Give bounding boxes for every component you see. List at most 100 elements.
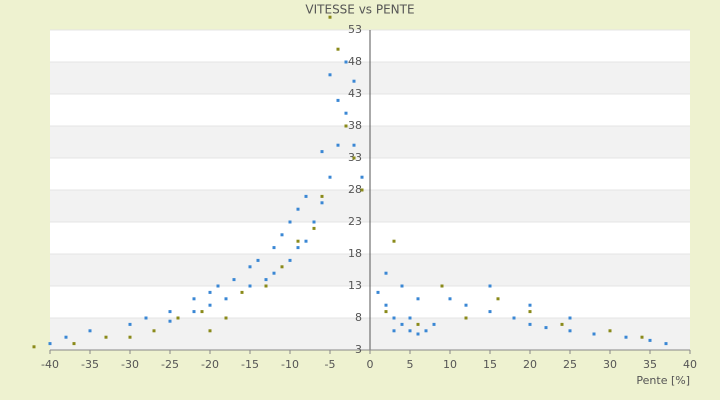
scatter-point: [384, 271, 388, 275]
scatter-point: [352, 143, 356, 147]
scatter-point: [312, 226, 316, 230]
scatter-point: [568, 329, 572, 333]
scatter-point: [488, 284, 492, 288]
scatter-point: [416, 322, 420, 326]
x-tick-label: 20: [523, 358, 537, 371]
scatter-point: [264, 278, 268, 282]
scatter-point: [392, 329, 396, 333]
scatter-point: [528, 310, 532, 314]
scatter-point: [352, 156, 356, 160]
x-axis-label: Pente [%]: [636, 374, 690, 387]
x-tick-label: 40: [683, 358, 697, 371]
scatter-point: [648, 338, 652, 342]
scatter-point: [296, 246, 300, 250]
scatter-point: [288, 258, 292, 262]
x-tick-label: -20: [201, 358, 219, 371]
x-tick-label: -10: [281, 358, 299, 371]
scatter-point: [48, 342, 52, 346]
scatter-point: [344, 60, 348, 64]
scatter-point: [640, 335, 644, 339]
scatter-point: [568, 316, 572, 320]
scatter-point: [424, 329, 428, 333]
scatter-point: [496, 297, 500, 301]
y-tick-label: 38: [348, 119, 362, 132]
scatter-point: [544, 326, 548, 330]
scatter-point: [376, 290, 380, 294]
scatter-point: [176, 316, 180, 320]
scatter-point: [344, 111, 348, 115]
scatter-point: [624, 335, 628, 339]
scatter-point: [488, 310, 492, 314]
scatter-point: [528, 322, 532, 326]
x-tick-label: 35: [643, 358, 657, 371]
scatter-point: [280, 265, 284, 269]
scatter-point: [512, 316, 516, 320]
scatter-point: [320, 194, 324, 198]
scatter-point: [320, 201, 324, 205]
scatter-point: [592, 332, 596, 336]
scatter-point: [312, 220, 316, 224]
scatter-point: [272, 246, 276, 250]
chart-title: VITESSE vs PENTE: [305, 3, 414, 17]
x-tick-label: 0: [367, 358, 374, 371]
scatter-point: [320, 150, 324, 154]
scatter-point: [400, 284, 404, 288]
x-tick-label: -40: [41, 358, 59, 371]
scatter-point: [200, 310, 204, 314]
scatter-point: [208, 290, 212, 294]
y-tick-label: 8: [355, 311, 362, 324]
scatter-point: [192, 310, 196, 314]
x-tick-label: 30: [603, 358, 617, 371]
scatter-point: [248, 284, 252, 288]
scatter-point: [72, 342, 76, 346]
scatter-point: [360, 188, 364, 192]
scatter-point: [408, 316, 412, 320]
x-tick-label: 10: [443, 358, 457, 371]
scatter-point: [432, 322, 436, 326]
scatter-point: [304, 239, 308, 243]
y-tick-label: 13: [348, 279, 362, 292]
scatter-point: [464, 316, 468, 320]
x-tick-label: -25: [161, 358, 179, 371]
scatter-point: [400, 322, 404, 326]
scatter-point: [408, 329, 412, 333]
scatter-point: [104, 335, 108, 339]
scatter-point: [88, 329, 92, 333]
scatter-point: [384, 310, 388, 314]
scatter-point: [328, 175, 332, 179]
scatter-point: [144, 316, 148, 320]
x-tick-label: -5: [325, 358, 336, 371]
scatter-point: [224, 297, 228, 301]
scatter-point: [224, 316, 228, 320]
scatter-point: [264, 284, 268, 288]
x-tick-label: 5: [407, 358, 414, 371]
scatter-point: [336, 143, 340, 147]
scatter-point: [360, 175, 364, 179]
scatter-point: [296, 207, 300, 211]
scatter-point: [336, 47, 340, 51]
scatter-point: [128, 322, 132, 326]
scatter-point: [384, 303, 388, 307]
scatter-point: [280, 233, 284, 237]
x-tick-label: 25: [563, 358, 577, 371]
scatter-point: [296, 239, 300, 243]
scatter-point: [608, 329, 612, 333]
y-tick-label: 53: [348, 23, 362, 36]
scatter-point: [272, 271, 276, 275]
y-tick-label: 3: [355, 343, 362, 356]
scatter-point: [168, 319, 172, 323]
scatter-point: [352, 79, 356, 83]
scatter-point: [664, 342, 668, 346]
y-tick-label: 28: [348, 183, 362, 196]
y-tick-label: 43: [348, 87, 362, 100]
scatter-point: [248, 265, 252, 269]
scatter-point: [64, 335, 68, 339]
scatter-point: [416, 297, 420, 301]
x-tick-label: -30: [121, 358, 139, 371]
scatter-point: [328, 73, 332, 77]
scatter-point: [528, 303, 532, 307]
scatter-point: [216, 284, 220, 288]
scatter-point: [328, 15, 332, 19]
scatter-point: [392, 316, 396, 320]
scatter-point: [208, 303, 212, 307]
